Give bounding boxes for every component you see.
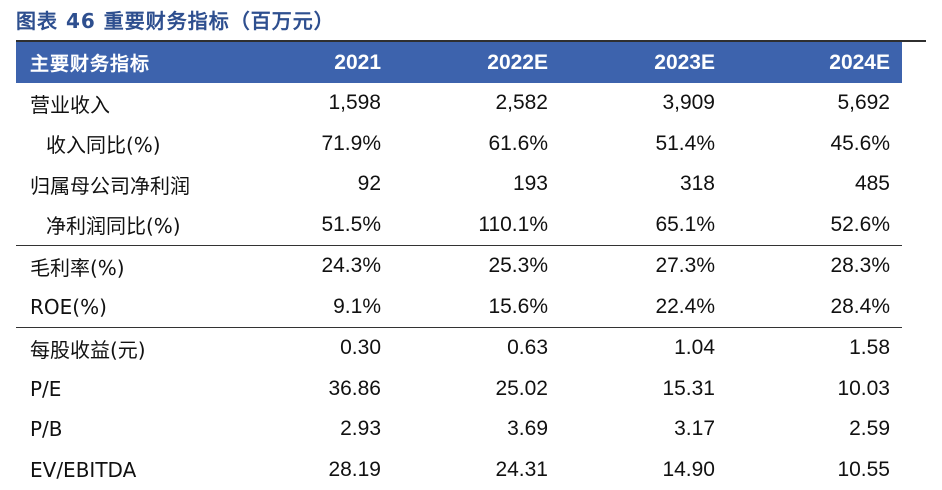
cell-value: 65.1% <box>560 205 727 246</box>
cell-value: 3.69 <box>393 409 560 450</box>
table-row: EV/EBITDA 28.19 24.31 14.90 10.55 <box>16 450 902 490</box>
cell-value: 25.02 <box>393 369 560 410</box>
table-row: ROE(%) 9.1% 15.6% 22.4% 28.4% <box>16 287 902 328</box>
cell-value: 51.5% <box>236 205 393 246</box>
row-label: 收入同比(%) <box>16 124 236 165</box>
cell-value: 3.17 <box>560 409 727 450</box>
table-row: 归属母公司净利润 92 193 318 485 <box>16 164 902 205</box>
row-label: 毛利率(%) <box>16 246 236 287</box>
header-2024e: 2024E <box>727 42 902 83</box>
cell-value: 1.58 <box>727 328 902 369</box>
cell-value: 71.9% <box>236 124 393 165</box>
cell-value: 3,909 <box>560 83 727 124</box>
cell-value: 485 <box>727 164 902 205</box>
cell-value: 45.6% <box>727 124 902 165</box>
table-row: 净利润同比(%) 51.5% 110.1% 65.1% 52.6% <box>16 205 902 246</box>
header-2021: 2021 <box>236 42 393 83</box>
cell-value: 52.6% <box>727 205 902 246</box>
financial-metrics-table: 主要财务指标 2021 2022E 2023E 2024E 营业收入 1,598… <box>16 42 902 490</box>
table-row: P/E 36.86 25.02 15.31 10.03 <box>16 369 902 410</box>
cell-value: 318 <box>560 164 727 205</box>
table-row: P/B 2.93 3.69 3.17 2.59 <box>16 409 902 450</box>
cell-value: 61.6% <box>393 124 560 165</box>
cell-value: 51.4% <box>560 124 727 165</box>
cell-value: 36.86 <box>236 369 393 410</box>
cell-value: 15.31 <box>560 369 727 410</box>
header-2023e: 2023E <box>560 42 727 83</box>
cell-value: 15.6% <box>393 287 560 328</box>
cell-value: 22.4% <box>560 287 727 328</box>
cell-value: 110.1% <box>393 205 560 246</box>
row-label: 净利润同比(%) <box>16 205 236 246</box>
row-label: P/E <box>16 369 236 410</box>
row-label: EV/EBITDA <box>16 450 236 490</box>
row-label: 每股收益(元) <box>16 328 236 369</box>
cell-value: 2.93 <box>236 409 393 450</box>
cell-value: 9.1% <box>236 287 393 328</box>
table-row: 营业收入 1,598 2,582 3,909 5,692 <box>16 83 902 124</box>
cell-value: 27.3% <box>560 246 727 287</box>
table-row: 收入同比(%) 71.9% 61.6% 51.4% 45.6% <box>16 124 902 165</box>
cell-value: 2,582 <box>393 83 560 124</box>
header-metric: 主要财务指标 <box>16 42 236 83</box>
cell-value: 0.63 <box>393 328 560 369</box>
table-row: 每股收益(元) 0.30 0.63 1.04 1.58 <box>16 328 902 369</box>
row-label: 归属母公司净利润 <box>16 164 236 205</box>
table-row: 毛利率(%) 24.3% 25.3% 27.3% 28.3% <box>16 246 902 287</box>
cell-value: 10.03 <box>727 369 902 410</box>
cell-value: 28.3% <box>727 246 902 287</box>
figure-title: 图表 46 重要财务指标（百万元） <box>16 6 335 36</box>
cell-value: 1.04 <box>560 328 727 369</box>
header-row: 主要财务指标 2021 2022E 2023E 2024E <box>16 42 902 83</box>
cell-value: 2.59 <box>727 409 902 450</box>
cell-value: 5,692 <box>727 83 902 124</box>
cell-value: 1,598 <box>236 83 393 124</box>
cell-value: 14.90 <box>560 450 727 490</box>
cell-value: 28.19 <box>236 450 393 490</box>
cell-value: 10.55 <box>727 450 902 490</box>
cell-value: 25.3% <box>393 246 560 287</box>
row-label: 营业收入 <box>16 83 236 124</box>
cell-value: 24.3% <box>236 246 393 287</box>
cell-value: 193 <box>393 164 560 205</box>
row-label: ROE(%) <box>16 287 236 328</box>
cell-value: 24.31 <box>393 450 560 490</box>
cell-value: 28.4% <box>727 287 902 328</box>
header-2022e: 2022E <box>393 42 560 83</box>
row-label: P/B <box>16 409 236 450</box>
cell-value: 0.30 <box>236 328 393 369</box>
cell-value: 92 <box>236 164 393 205</box>
